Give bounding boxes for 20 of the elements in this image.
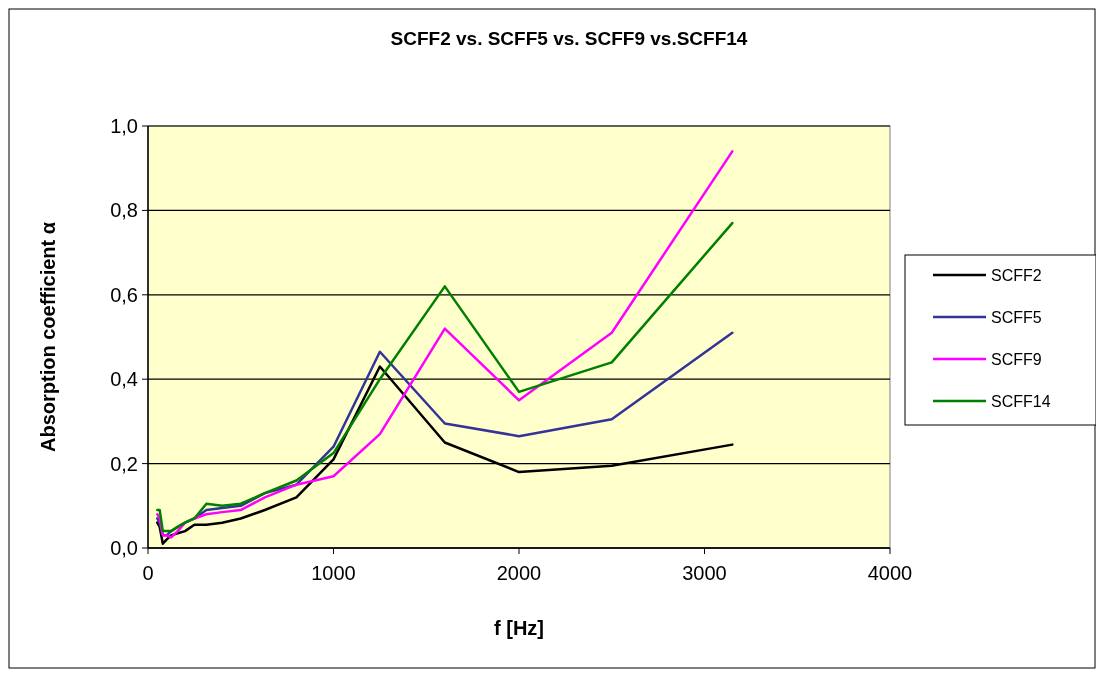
legend-label: SCFF9 [991,350,1042,368]
x-tick-label: 1000 [311,562,356,584]
line-series [156,221,734,533]
y-tick-label: 1,0 [110,115,138,137]
y-axis-title: Absorption coefficient α [37,221,59,453]
x-tick-label: 4000 [867,562,913,584]
y-tick-label: 0,6 [110,283,138,306]
x-tick-label: 3000 [682,562,727,584]
y-tick-label: 0,4 [110,368,138,391]
y-tick-label: 0,8 [110,199,138,222]
x-axis-title: f [Hz] [494,617,544,639]
y-tick-label: 0,0 [110,537,138,559]
legend-label: SCFF14 [991,392,1051,410]
legend-label: SCFF5 [991,308,1042,326]
legend-label: SCFF2 [991,266,1042,284]
chart-title: SCFF2 vs. SCFF5 vs. SCFF9 vs.SCFF14 [390,28,748,49]
line-series [156,150,734,539]
x-tick-label: 2000 [496,562,542,584]
x-tick-label: 0 [142,562,154,584]
y-tick-label: 0,2 [110,452,138,475]
